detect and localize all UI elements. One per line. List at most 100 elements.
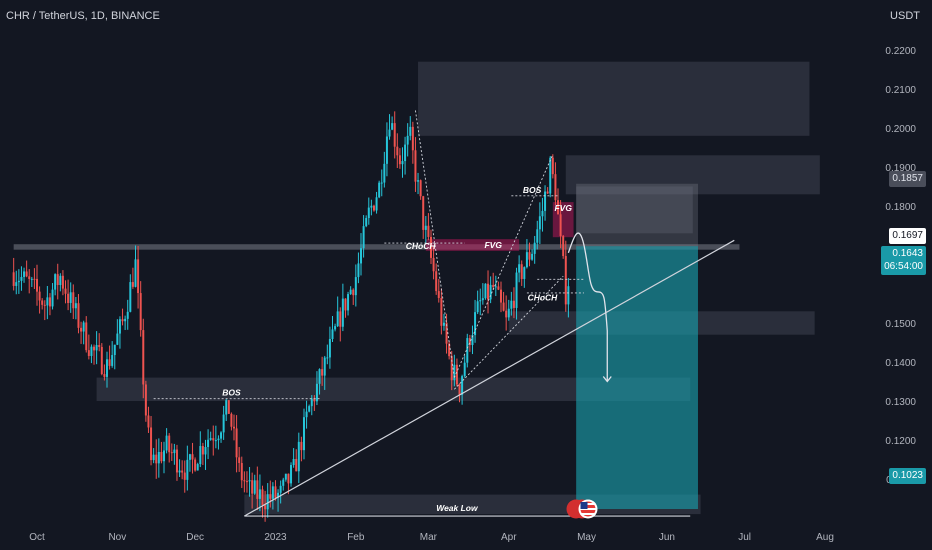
candle-body: [137, 259, 140, 294]
candle-body: [437, 291, 440, 298]
candle-body: [523, 267, 526, 279]
candle-body: [191, 454, 194, 460]
candle-body: [424, 225, 427, 230]
candle-body: [339, 311, 342, 327]
annotation-label-4: FVG: [554, 203, 572, 213]
candle-body: [352, 289, 355, 296]
candle-body: [54, 274, 57, 290]
candle-body: [559, 214, 562, 237]
currency-label[interactable]: USDT: [890, 10, 920, 22]
candle-body: [409, 126, 412, 136]
candle-body: [105, 359, 108, 377]
candle-body: [284, 473, 287, 480]
candle-body: [142, 330, 145, 385]
y-tick-label: 0.1300: [885, 397, 916, 408]
x-tick-label: Jul: [738, 532, 751, 543]
candle-body: [427, 225, 430, 237]
candle-layer: [12, 111, 570, 522]
symbol-title[interactable]: CHR / TetherUS, 1D, BINANCE: [6, 10, 160, 22]
candle-body: [388, 129, 391, 137]
candle-body: [297, 441, 300, 472]
candle-body: [315, 383, 318, 402]
candle-body: [370, 205, 373, 208]
candle-body: [279, 485, 282, 493]
candle-body: [82, 322, 85, 332]
candle-body: [33, 278, 36, 280]
candle-body: [313, 398, 316, 402]
position-risk-box: [576, 183, 698, 247]
price-tag-level: 0.1697: [889, 228, 926, 244]
annotation-layer: BOS CHoCH FVG BOS FVG CHoCH Weak Low: [222, 185, 572, 513]
candle-body: [502, 302, 505, 311]
candle-body: [25, 271, 28, 277]
candle-body: [168, 435, 171, 453]
candle-body: [435, 271, 438, 292]
candle-body: [51, 289, 54, 307]
candle-body: [414, 150, 417, 182]
candle-body: [93, 346, 96, 351]
candle-body: [520, 264, 523, 279]
us-flag-icon[interactable]: [566, 498, 598, 520]
candle-body: [551, 157, 554, 175]
candle-body: [28, 276, 31, 279]
candle-body: [253, 480, 256, 494]
y-tick-label: 0.2000: [885, 124, 916, 135]
x-tick-label: Mar: [420, 532, 438, 543]
candle-body: [194, 459, 197, 471]
current-price: 0.1643: [892, 248, 923, 259]
x-tick-label: 2023: [264, 532, 287, 543]
candle-body: [492, 284, 495, 287]
price-tag-upper-zone: 0.1857: [889, 171, 926, 187]
position-reward-box: [576, 246, 698, 510]
y-tick-label: 0.1900: [885, 163, 916, 174]
price-tag-target: 0.1023: [889, 468, 926, 484]
candle-body: [30, 278, 33, 280]
candle-body: [448, 343, 451, 357]
candle-body: [220, 432, 223, 439]
candle-body: [310, 398, 313, 407]
candle-body: [245, 481, 248, 483]
candle-body: [461, 376, 464, 395]
candle-body: [80, 327, 83, 332]
candle-body: [372, 205, 375, 211]
candle-body: [121, 319, 124, 322]
candle-body: [411, 126, 414, 151]
candle-body: [48, 297, 51, 307]
candle-body: [233, 426, 235, 429]
candle-body: [235, 428, 238, 458]
candle-body: [108, 359, 111, 366]
candle-body: [209, 438, 212, 440]
candle-body: [512, 300, 515, 308]
candle-body: [258, 489, 261, 499]
candle-body: [305, 411, 308, 418]
candle-body: [489, 284, 492, 300]
candle-body: [471, 335, 474, 346]
candle-body: [163, 450, 166, 462]
x-tick-label: May: [577, 532, 596, 543]
candle-body: [124, 318, 127, 322]
candle-body: [134, 259, 137, 287]
candle-body: [243, 480, 246, 482]
candle-body: [183, 472, 186, 480]
candle-body: [85, 322, 88, 351]
candle-body: [150, 427, 153, 461]
candle-body: [481, 298, 484, 301]
candle-body: [98, 345, 101, 347]
candle-body: [212, 438, 215, 441]
candle-body: [90, 346, 93, 356]
candle-body: [308, 406, 311, 412]
candle-body: [277, 492, 280, 498]
candle-body: [157, 451, 160, 464]
candle-body: [69, 292, 72, 303]
candle-body: [165, 435, 168, 451]
candle-body: [181, 470, 184, 473]
wedge-upper-line: [453, 154, 554, 378]
candle-body: [188, 454, 191, 460]
y-tick-label: 0.2200: [885, 46, 916, 57]
wedge-left-line: [415, 110, 455, 378]
candle-body: [266, 494, 269, 510]
candle-body: [15, 282, 18, 286]
candle-body: [406, 135, 409, 145]
candle-body: [510, 300, 513, 309]
